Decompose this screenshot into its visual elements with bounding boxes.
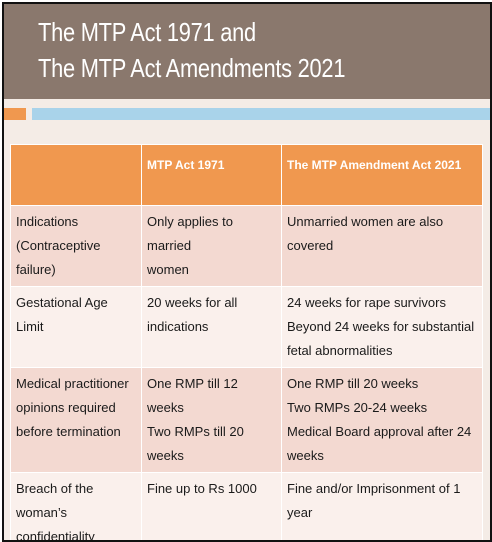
cell-line: opinions required [16,396,136,420]
title-line-2: The MTP Act Amendments 2021 [38,50,345,86]
comparison-table: MTP Act 1971 The MTP Amendment Act 2021 … [10,144,483,542]
cell-2021: Fine and/or Imprisonment of 1 year [282,473,483,542]
cell-1971: One RMP till 12 weeks Two RMPs till 20 w… [142,368,282,473]
cell-line: Indications [16,210,136,234]
accent-bar-blue [32,108,490,120]
cell-line: Two RMPs till 20 weeks [147,420,276,468]
cell-line: women [147,258,276,282]
cell-line: Unmarried women are also covered [287,210,477,258]
cell-line: Two RMPs 20-24 weeks [287,396,477,420]
cell-2021: 24 weeks for rape survivors Beyond 24 we… [282,287,483,368]
row-label: Gestational Age Limit [11,287,142,368]
table-row: Medical practitioner opinions required b… [11,368,483,473]
cell-line: Medical practitioner [16,372,136,396]
header-empty [11,145,142,206]
cell-line: weeks [287,444,477,468]
cell-line: One RMP till 12 weeks [147,372,276,420]
table-row: Indications (Contraceptive failure) Only… [11,206,483,287]
header-mtp-2021: The MTP Amendment Act 2021 [282,145,483,206]
cell-line: confidentiality [16,525,136,542]
table-row: Gestational Age Limit 20 weeks for all i… [11,287,483,368]
cell-line: Beyond 24 weeks for substantial [287,315,477,339]
cell-line: indications [147,315,276,339]
cell-line: Fine up to Rs 1000 [147,477,276,501]
cell-line: 20 weeks for all [147,291,276,315]
cell-2021: Unmarried women are also covered [282,206,483,287]
cell-1971: Fine up to Rs 1000 [142,473,282,542]
cell-line: 24 weeks for rape survivors [287,291,477,315]
cell-line: (Contraceptive failure) [16,234,136,282]
row-label: Indications (Contraceptive failure) [11,206,142,287]
header-mtp-1971: MTP Act 1971 [142,145,282,206]
title-band: The MTP Act 1971 and The MTP Act Amendme… [4,4,490,99]
row-label: Breach of the woman’s confidentiality [11,473,142,542]
cell-line: before termination [16,420,136,444]
cell-1971: Only applies to married women [142,206,282,287]
cell-2021: One RMP till 20 weeks Two RMPs 20-24 wee… [282,368,483,473]
cell-line: Fine and/or Imprisonment of 1 year [287,477,477,525]
cell-line: Only applies to married [147,210,276,258]
title-line-1: The MTP Act 1971 and [38,14,345,50]
table-header-row: MTP Act 1971 The MTP Amendment Act 2021 [11,145,483,206]
table-row: Breach of the woman’s confidentiality Fi… [11,473,483,542]
cell-line: fetal abnormalities [287,339,477,363]
cell-line: Medical Board approval after 24 [287,420,477,444]
accent-bar-orange [4,108,26,120]
cell-line: Gestational Age Limit [16,291,136,339]
row-label: Medical practitioner opinions required b… [11,368,142,473]
slide-title: The MTP Act 1971 and The MTP Act Amendme… [38,14,345,86]
cell-line: One RMP till 20 weeks [287,372,477,396]
cell-1971: 20 weeks for all indications [142,287,282,368]
cell-line: Breach of the woman’s [16,477,136,525]
